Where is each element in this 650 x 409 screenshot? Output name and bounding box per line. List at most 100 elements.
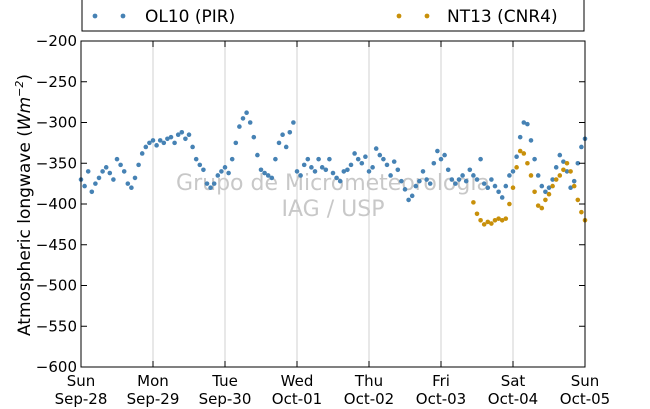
data-point (211, 181, 217, 186)
data-point (442, 152, 447, 158)
data-point (525, 121, 530, 127)
data-point (532, 189, 537, 195)
data-point (89, 189, 95, 195)
data-point (485, 185, 491, 190)
data-point (208, 185, 213, 190)
data-point (219, 169, 224, 174)
data-point (481, 181, 487, 186)
data-point (579, 144, 584, 150)
data-point (568, 185, 573, 190)
data-point (129, 185, 134, 190)
data-point (571, 183, 577, 189)
data-point (492, 218, 498, 223)
y-axis: −200 −250 −300 −350 −400 −450 −500 −550 −600 (36, 32, 585, 376)
data-point (132, 175, 138, 181)
y-tick-label: −600 (36, 358, 77, 376)
data-point (114, 156, 120, 162)
y-tick-label: −400 (36, 195, 77, 213)
data-point (449, 177, 455, 182)
data-point (568, 169, 573, 174)
data-point (363, 154, 368, 160)
x-tick-label: Sun Oct-05 (560, 372, 610, 408)
data-point (579, 209, 584, 215)
data-point (478, 156, 483, 162)
data-point (532, 156, 537, 162)
data-point (391, 159, 397, 164)
data-point (543, 189, 548, 195)
data-point (471, 173, 476, 178)
data-point (435, 148, 440, 154)
legend-marker-ol10 (92, 13, 98, 19)
data-point (478, 218, 483, 223)
plot-background (81, 41, 585, 367)
x-tick-label: Thu Oct-02 (344, 372, 394, 408)
data-point (337, 178, 343, 184)
data-point (553, 177, 559, 182)
y-tick-label: −250 (36, 73, 77, 91)
data-point (201, 167, 206, 173)
data-point (103, 165, 109, 170)
data-point (431, 160, 437, 166)
y-tick-label: −450 (36, 236, 77, 254)
data-point (460, 173, 465, 178)
grid (152, 41, 514, 367)
series-layer (78, 110, 588, 227)
data-point (550, 183, 555, 189)
data-point (244, 110, 249, 116)
data-point (154, 143, 159, 148)
data-point (406, 197, 411, 203)
data-point (143, 144, 149, 150)
data-point (287, 129, 293, 135)
data-point (186, 132, 192, 138)
data-point (481, 222, 487, 227)
legend-marker-nt13 (396, 13, 402, 19)
data-point (517, 148, 523, 154)
data-point (355, 156, 361, 162)
data-point (427, 181, 433, 186)
data-point (564, 169, 570, 174)
data-point (334, 175, 339, 181)
legend-box (81, 0, 585, 32)
data-point (453, 181, 458, 186)
data-point (172, 140, 177, 146)
watermark-line-2: IAG / USP (282, 197, 385, 222)
data-point (150, 138, 156, 143)
data-point (215, 173, 221, 178)
data-point (395, 167, 401, 173)
data-point (499, 195, 505, 200)
data-point (413, 183, 419, 189)
data-point (204, 181, 210, 186)
data-point (190, 144, 195, 150)
y-tick-label: −500 (36, 277, 77, 295)
data-point (535, 173, 541, 178)
data-point (543, 197, 548, 203)
data-point (147, 140, 152, 146)
data-point (420, 169, 426, 174)
data-point (265, 173, 271, 178)
y-axis-label: Atmospheric longwave (Wm−2) (13, 74, 35, 336)
data-point (553, 165, 559, 170)
data-point (575, 197, 581, 203)
data-point (175, 132, 181, 138)
data-point (316, 156, 321, 162)
data-point (352, 151, 357, 156)
data-point (366, 169, 372, 174)
data-point (125, 181, 131, 186)
data-point (561, 167, 566, 173)
data-point (165, 136, 170, 142)
data-point (161, 140, 167, 146)
data-point (229, 156, 235, 162)
data-point (474, 177, 480, 182)
data-point (179, 129, 185, 135)
data-point (96, 175, 102, 181)
data-point (183, 136, 188, 142)
data-point (546, 191, 552, 197)
data-point (561, 159, 566, 164)
data-point (510, 169, 516, 174)
data-point (485, 219, 491, 225)
x-tick-label: Sat Oct-04 (488, 372, 538, 408)
x-tick-label: Sun Sep-28 (55, 372, 108, 408)
data-point (345, 167, 350, 173)
data-point (294, 169, 300, 174)
legend-label-ol10: OL10 (PIR) (145, 7, 235, 27)
